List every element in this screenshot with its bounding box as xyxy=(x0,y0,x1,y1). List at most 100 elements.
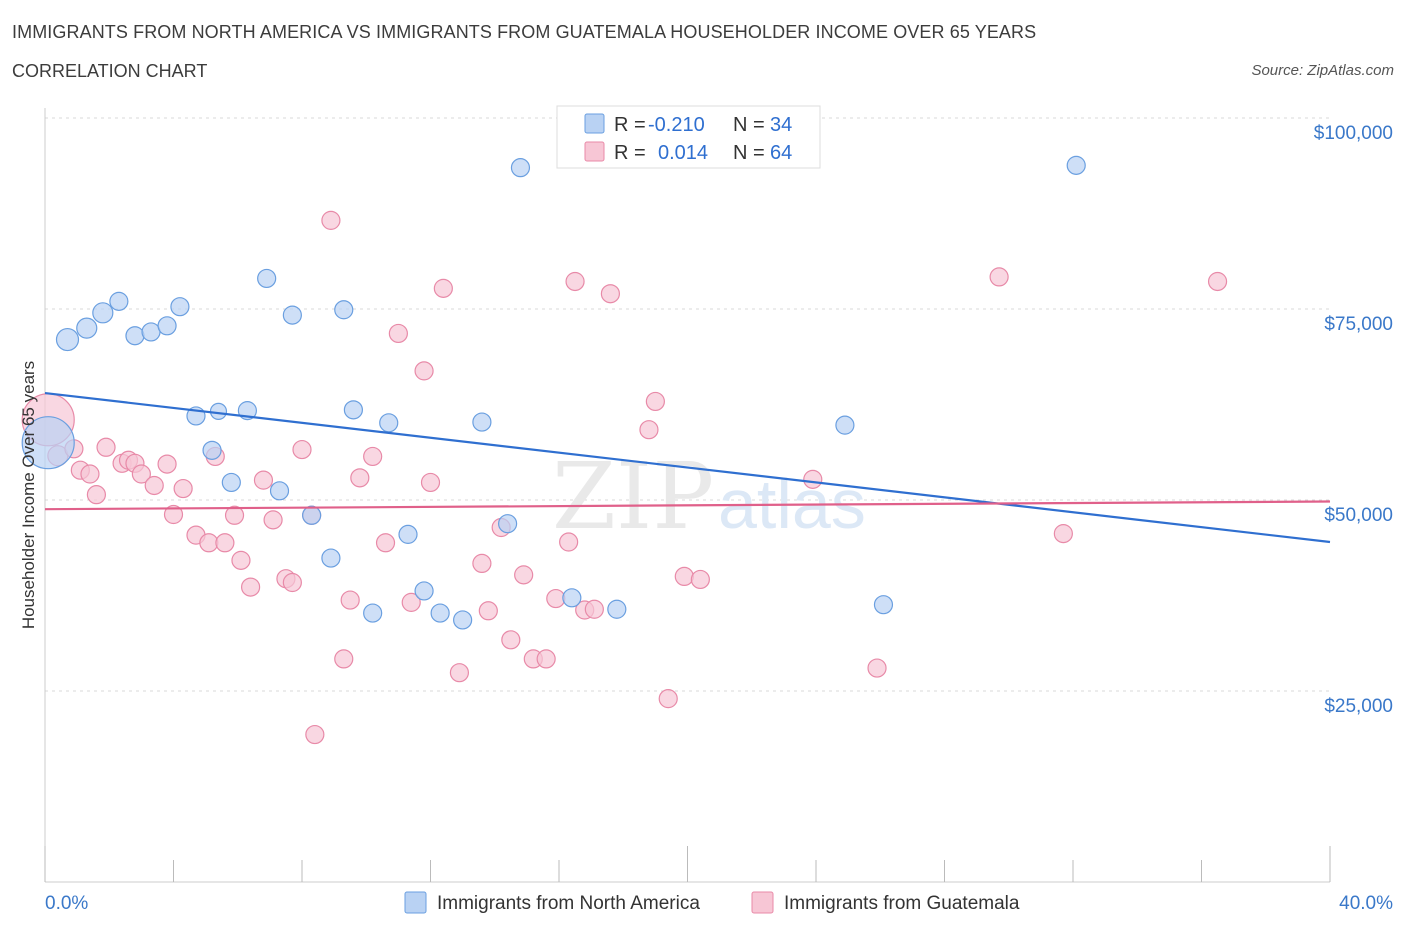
trend-line-north-america xyxy=(44,391,1331,544)
point-guatemala-30 xyxy=(334,649,354,669)
point-guatemala-41 xyxy=(472,553,492,574)
point-guatemala-20 xyxy=(231,550,251,570)
point-north-america-19 xyxy=(334,300,354,320)
legend-r-value-blue: -0.210 xyxy=(648,114,705,136)
point-guatemala-31 xyxy=(340,590,360,610)
y-axis-label: Householder Income Over 65 years xyxy=(19,361,38,629)
point-guatemala-47 xyxy=(536,649,556,669)
y-tick-label-0: $100,000 xyxy=(1314,123,1393,144)
point-guatemala-12 xyxy=(157,454,177,474)
legend-r-value-pink: 0.014 xyxy=(658,142,708,164)
x-tick-labels: 0.0% 40.0% xyxy=(45,893,1393,914)
legend-bottom-label-blue: Immigrants from North America xyxy=(437,893,700,914)
trend-line-guatemala xyxy=(44,500,1331,511)
watermark: ZIP atlas xyxy=(552,443,866,550)
point-guatemala-44 xyxy=(501,630,521,650)
point-north-america-30 xyxy=(562,588,582,608)
point-north-america-1 xyxy=(55,327,80,352)
point-guatemala-28 xyxy=(305,724,325,745)
point-guatemala-49 xyxy=(559,532,579,552)
point-guatemala-39 xyxy=(433,278,453,298)
point-north-america-28 xyxy=(498,514,518,534)
chart-subtitle: CORRELATION CHART xyxy=(12,61,208,81)
point-guatemala-6 xyxy=(96,437,116,457)
point-guatemala-55 xyxy=(645,391,665,412)
legend-swatch-blue xyxy=(584,113,605,134)
point-guatemala-13 xyxy=(163,504,184,525)
point-guatemala-60 xyxy=(867,658,887,678)
point-guatemala-52 xyxy=(584,599,604,619)
source-label: Source: ZipAtlas.com xyxy=(1251,62,1394,79)
point-guatemala-21 xyxy=(241,577,261,597)
legend-n-label-pink: N = xyxy=(733,142,765,164)
point-guatemala-16 xyxy=(199,533,219,553)
point-north-america-23 xyxy=(398,524,418,544)
point-guatemala-63 xyxy=(1207,271,1228,292)
point-guatemala-10 xyxy=(131,464,151,484)
point-north-america-12 xyxy=(221,472,241,493)
point-north-america-31 xyxy=(607,599,627,619)
point-guatemala-61 xyxy=(989,267,1009,287)
point-north-america-3 xyxy=(92,302,114,324)
point-guatemala-32 xyxy=(350,468,370,488)
point-guatemala-38 xyxy=(420,472,441,493)
x-tick-label-1: 40.0% xyxy=(1339,893,1393,914)
point-north-america-33 xyxy=(873,595,894,615)
point-north-america-27 xyxy=(472,412,492,432)
legend-bottom-swatch-blue xyxy=(404,891,427,914)
point-guatemala-29 xyxy=(321,210,341,230)
point-guatemala-5 xyxy=(86,485,107,505)
y-tick-label-2: $50,000 xyxy=(1324,505,1393,526)
point-guatemala-22 xyxy=(253,470,274,490)
y-tick-label-3: $25,000 xyxy=(1324,696,1393,717)
watermark-zip: ZIP xyxy=(552,443,714,550)
point-north-america-24 xyxy=(414,581,434,601)
point-guatemala-40 xyxy=(449,663,470,683)
y-tick-label-1: $75,000 xyxy=(1324,314,1393,335)
point-north-america-29 xyxy=(510,158,531,178)
point-north-america-26 xyxy=(453,610,473,630)
point-north-america-15 xyxy=(269,481,290,501)
legend-n-label-blue: N = xyxy=(733,114,765,136)
point-north-america-34 xyxy=(1066,155,1086,175)
point-guatemala-4 xyxy=(80,464,100,484)
point-north-america-0 xyxy=(21,416,75,470)
point-guatemala-18 xyxy=(215,533,235,553)
legend-bottom: Immigrants from North America Immigrants… xyxy=(404,891,1020,914)
legend-n-value-pink: 64 xyxy=(770,142,792,164)
point-north-america-2 xyxy=(76,317,98,339)
point-guatemala-57 xyxy=(674,566,694,587)
y-tick-labels: $100,000 $75,000 $50,000 $25,000 xyxy=(1314,123,1393,717)
point-guatemala-37 xyxy=(414,361,434,381)
point-guatemala-59 xyxy=(803,469,823,489)
point-guatemala-23 xyxy=(263,510,283,530)
axes xyxy=(44,108,1331,883)
point-north-america-7 xyxy=(157,316,177,336)
point-guatemala-19 xyxy=(224,505,245,525)
point-north-america-8 xyxy=(170,297,190,317)
point-guatemala-33 xyxy=(363,446,383,467)
point-north-america-5 xyxy=(125,326,145,346)
point-guatemala-42 xyxy=(478,601,498,621)
point-guatemala-14 xyxy=(173,478,193,499)
point-north-america-25 xyxy=(430,603,450,623)
point-guatemala-62 xyxy=(1053,524,1073,544)
point-guatemala-50 xyxy=(565,271,585,292)
grid-lines xyxy=(45,117,1330,692)
point-guatemala-36 xyxy=(401,592,421,612)
point-guatemala-45 xyxy=(514,565,534,585)
point-north-america-32 xyxy=(835,415,855,435)
legend-bottom-swatch-pink xyxy=(751,891,774,914)
legend-r-label-pink: R = xyxy=(614,142,646,164)
point-north-america-10 xyxy=(202,440,222,460)
point-guatemala-58 xyxy=(690,569,710,590)
point-north-america-16 xyxy=(282,305,302,325)
legend-r-label-blue: R = xyxy=(614,114,646,136)
point-north-america-18 xyxy=(321,548,341,568)
point-guatemala-35 xyxy=(388,323,408,344)
point-north-america-22 xyxy=(379,413,399,433)
point-guatemala-48 xyxy=(546,588,566,609)
point-guatemala-53 xyxy=(600,284,621,304)
point-north-america-4 xyxy=(109,291,129,311)
